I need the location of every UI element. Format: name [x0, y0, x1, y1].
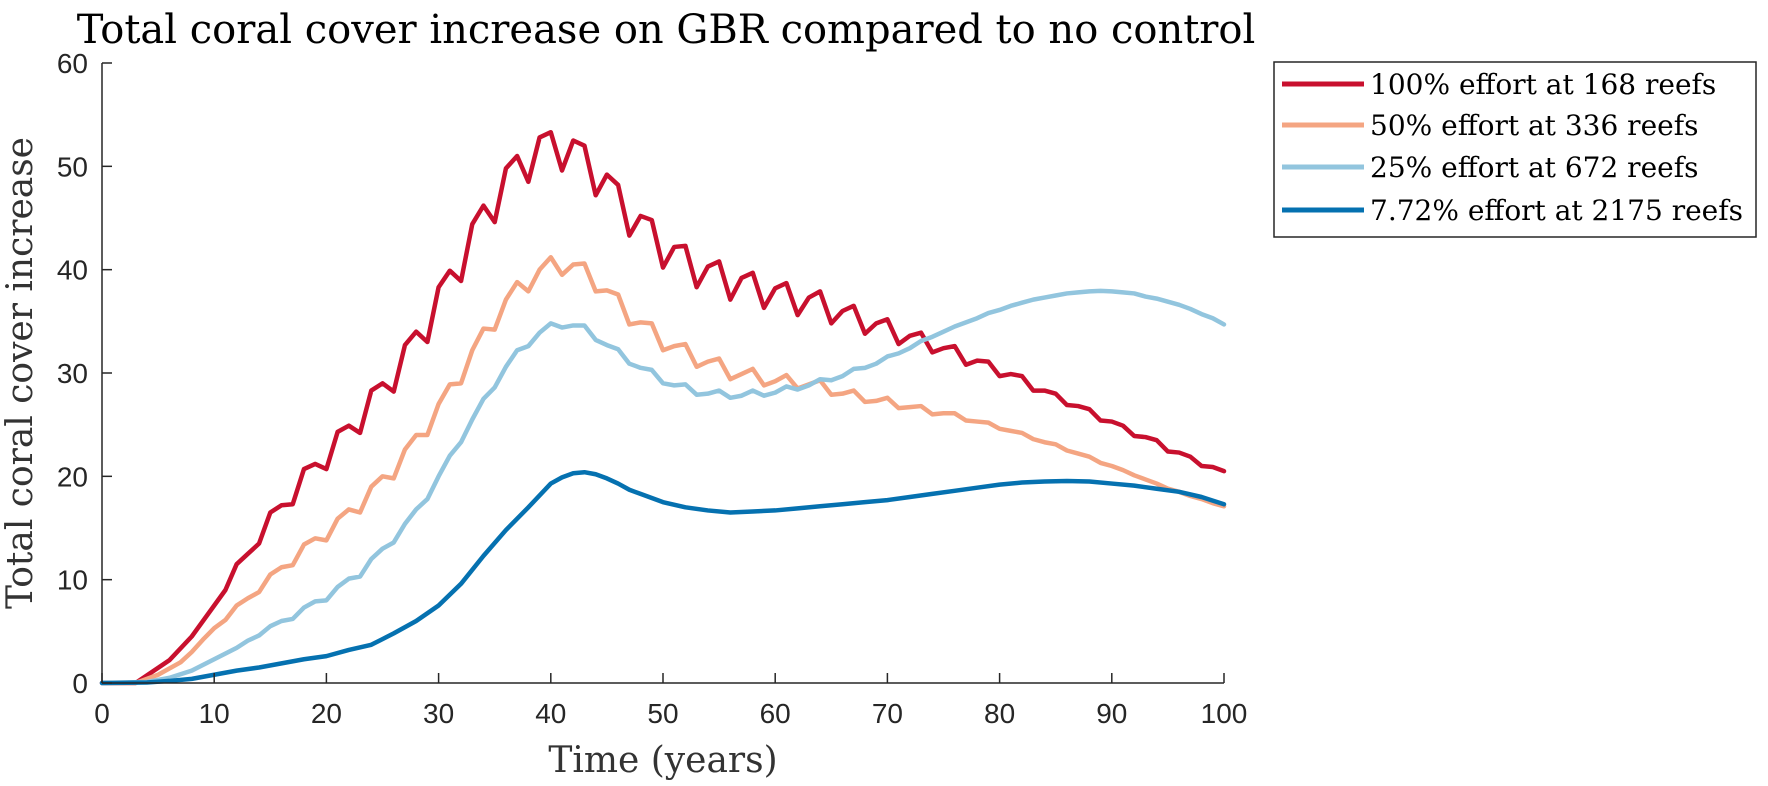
y-axis-label: Total coral cover increase [0, 137, 41, 609]
series-line-3 [99, 288, 1227, 686]
x-tick-label: 50 [647, 698, 678, 729]
legend-label-3: 25% effort at 672 reefs [1370, 151, 1698, 184]
x-ticks: 0 10 20 30 40 50 60 70 80 90 100 [94, 673, 1247, 729]
plot-area: 0 10 20 30 40 50 60 70 80 90 100 0 10 20 30 40 50 60 [57, 48, 1248, 729]
x-axis-label: Time (years) [548, 740, 777, 781]
x-tick-label: 40 [535, 698, 566, 729]
x-tick-label: 20 [311, 698, 342, 729]
series-line-4 [99, 469, 1227, 686]
x-tick-label: 0 [94, 698, 110, 729]
series-line-2 [99, 255, 1227, 686]
legend: 100% effort at 168 reefs 50% effort at 33… [1273, 61, 1757, 238]
legend-label-2: 50% effort at 336 reefs [1370, 109, 1698, 142]
x-tick-label: 100 [1201, 698, 1248, 729]
x-tick-label: 30 [423, 698, 454, 729]
y-tick-label: 50 [57, 151, 88, 182]
x-tick-label: 80 [984, 698, 1015, 729]
y-tick-label: 10 [57, 565, 88, 596]
y-tick-label: 0 [72, 668, 88, 699]
chart-title: Total coral cover increase on GBR compar… [77, 7, 1256, 53]
x-tick-label: 10 [199, 698, 230, 729]
x-tick-label: 90 [1096, 698, 1127, 729]
y-tick-label: 60 [57, 48, 88, 79]
x-tick-label: 70 [872, 698, 903, 729]
legend-items: 100% effort at 168 reefs 50% effort at 33… [1282, 68, 1743, 227]
legend-label-4: 7.72% effort at 2175 reefs [1370, 194, 1743, 227]
y-tick-label: 40 [57, 255, 88, 286]
y-tick-label: 20 [57, 461, 88, 492]
series-group [99, 129, 1227, 686]
x-tick-label: 60 [760, 698, 791, 729]
legend-label-1: 100% effort at 168 reefs [1370, 68, 1716, 101]
y-tick-label: 30 [57, 358, 88, 389]
y-ticks: 0 10 20 30 40 50 60 [57, 48, 112, 699]
series-line-1 [99, 129, 1227, 686]
